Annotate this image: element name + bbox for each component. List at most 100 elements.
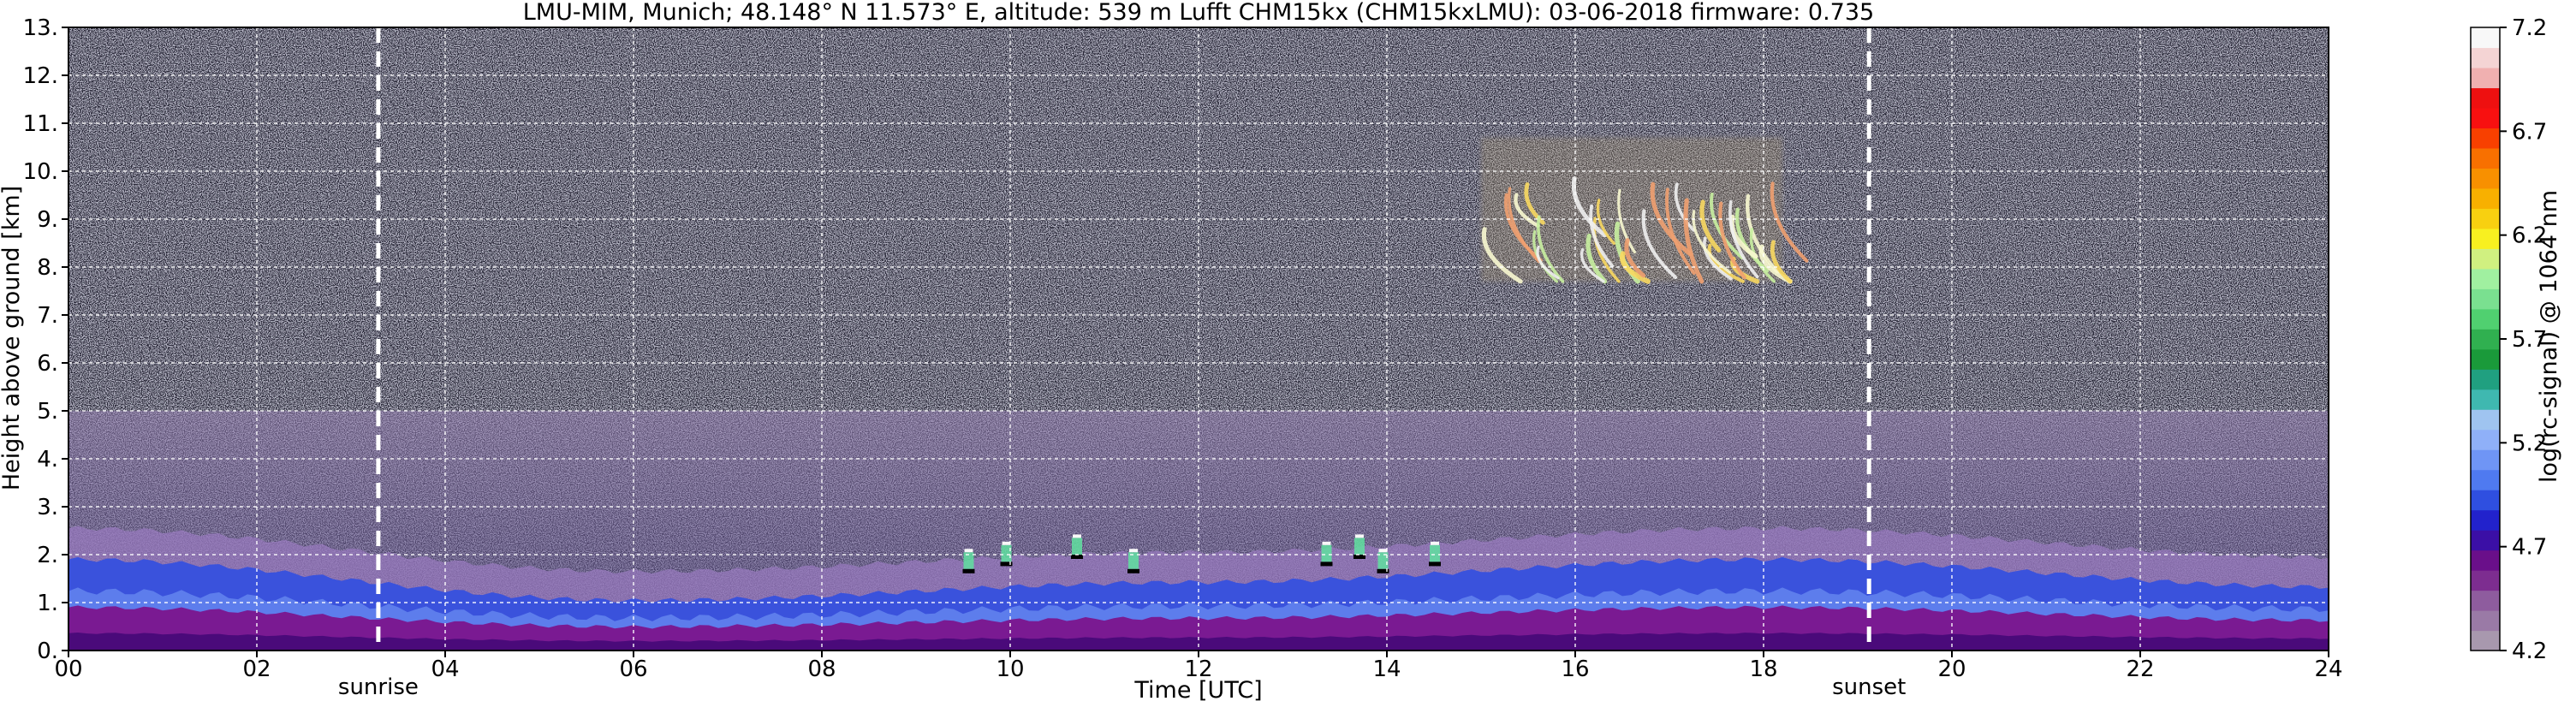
cirrus-streak [1770, 181, 1809, 263]
y-tick-label: 10. [23, 159, 58, 185]
colorbar [2470, 27, 2501, 651]
y-tick-label: 2. [37, 543, 58, 568]
sunset-label: sunset [1832, 674, 1906, 700]
x-axis: 00 02 04 06 08 10 12 14 16 18 20 22 24 [54, 651, 2343, 682]
colorbar-segment [2471, 348, 2500, 370]
x-tick-label: 12 [1184, 656, 1212, 682]
y-tick-label: 5. [37, 399, 58, 425]
cirrus-streak [1596, 199, 1615, 246]
x-tick-label: 00 [54, 656, 82, 682]
colorbar-segment [2471, 329, 2500, 350]
y-tick-label: 9. [37, 207, 58, 233]
colorbar-label: log(rc-signal) @ 1064 nm [2536, 190, 2562, 483]
x-tick-label: 02 [242, 656, 271, 682]
cloud-base [1353, 555, 1365, 559]
cirrus-streak [1624, 238, 1646, 278]
cloud-top [1002, 541, 1011, 545]
cirrus-streak [1589, 204, 1615, 268]
colorbar-tick-label: 5.2 [2512, 431, 2547, 456]
y-tick-label: 13. [23, 15, 58, 41]
cirrus-streak [1665, 187, 1696, 275]
cloud-base [1000, 561, 1013, 567]
cirrus-streak [1641, 209, 1678, 280]
colorbar-tick-label: 6.2 [2512, 223, 2547, 249]
colorbar-segment [2471, 27, 2500, 49]
cirrus-streak [1620, 251, 1651, 284]
chart-title: LMU-MIM, Munich; 48.148° N 11.573° E, al… [523, 0, 1874, 26]
y-tick-label: 8. [37, 255, 58, 281]
cloud-top [1073, 534, 1081, 538]
colorbar-segment [2471, 248, 2500, 270]
y-tick-label: 11. [23, 111, 58, 137]
cloud-patch [1430, 544, 1440, 562]
colorbar-segment [2471, 147, 2500, 169]
cirrus-streak [1514, 193, 1540, 229]
cirrus-streak [1580, 247, 1605, 283]
colorbar-tick-label: 7.2 [2512, 15, 2547, 41]
cirrus-streak [1770, 240, 1793, 284]
cirrus-streak [1585, 233, 1608, 284]
y-tick-label: 4. [37, 447, 58, 472]
colorbar-segment [2471, 449, 2500, 471]
x-tick-label: 14 [1372, 656, 1401, 682]
cloud-top [1378, 549, 1388, 553]
y-tick-label: 12. [23, 63, 58, 89]
colorbar-segment [2471, 409, 2500, 431]
cloud-top [1431, 541, 1439, 545]
colorbar-segment [2471, 268, 2500, 289]
y-axis-label: Height above ground [km] [0, 186, 25, 490]
x-tick-label: 22 [2126, 656, 2154, 682]
cirrus-streak [1710, 192, 1744, 260]
cirrus-streak [1481, 227, 1523, 284]
colorbar-segment [2471, 369, 2500, 390]
y-tick-label: 6. [37, 351, 58, 377]
colorbar-segment [2471, 610, 2500, 632]
cirrus-cloud [1481, 137, 1809, 284]
grid-lines [68, 27, 2329, 651]
colorbar-segment [2471, 107, 2500, 129]
colorbar-segment [2471, 429, 2500, 450]
cloud-top [1129, 549, 1138, 553]
cirrus-streak [1692, 210, 1732, 274]
colorbar-tick-label: 5.7 [2512, 327, 2547, 353]
colorbar-segment [2471, 87, 2500, 109]
x-tick-label: 08 [807, 656, 836, 682]
y-tick-label: 1. [37, 591, 58, 616]
colorbar-segment [2471, 187, 2500, 209]
cirrus-streak [1707, 243, 1745, 283]
colorbar-segment [2471, 389, 2500, 410]
y-tick-label: 3. [37, 495, 58, 520]
cirrus-streak [1703, 236, 1733, 281]
colorbar-tick-label: 4.2 [2512, 639, 2547, 664]
x-tick-label: 20 [1937, 656, 1966, 682]
x-axis-label: Time [UTC] [1133, 677, 1262, 704]
low-clouds [962, 534, 1441, 573]
x-tick-label: 24 [2314, 656, 2342, 682]
cirrus-streak [1728, 199, 1759, 279]
cirrus-streak [1674, 182, 1695, 232]
colorbar-segment [2471, 288, 2500, 310]
cloud-base [1127, 568, 1139, 573]
colorbar-segment [2471, 128, 2500, 149]
colorbar-segment [2471, 228, 2500, 249]
cirrus-streak [1746, 193, 1780, 274]
cloud-top [964, 549, 973, 553]
cloud-patch [1321, 544, 1332, 562]
colorbar-tick-label: 6.7 [2512, 119, 2547, 145]
colorbar-segment [2471, 490, 2500, 511]
colorbar-segment [2471, 550, 2500, 571]
colorbar-segment [2471, 47, 2500, 68]
colorbar-segment [2471, 469, 2500, 490]
sunrise-label: sunrise [338, 674, 419, 700]
x-tick-label: 10 [996, 656, 1024, 682]
y-axis: 0. 1. 2. 3. 4. 5. 6. 7. 8. 9. 10. 11. 12. 13. [23, 15, 68, 664]
colorbar-tick-label: 4.7 [2512, 535, 2547, 561]
x-tick-label: 16 [1561, 656, 1589, 682]
cloud-base [1377, 568, 1389, 573]
cirrus-streak [1683, 198, 1704, 284]
y-tick-label: 7. [37, 303, 58, 329]
colorbar-segment [2471, 308, 2500, 330]
cloud-patch [1377, 552, 1389, 569]
colorbar-segment [2471, 570, 2500, 591]
